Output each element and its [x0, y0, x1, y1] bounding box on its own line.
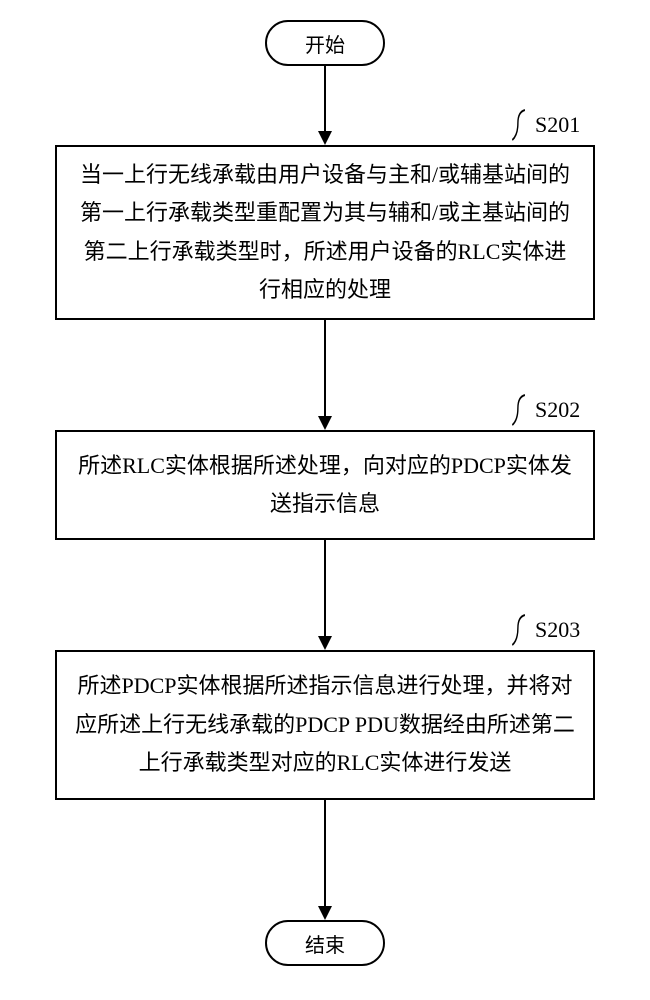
connector-icon: [510, 392, 531, 435]
start-node: 开始: [265, 20, 385, 66]
flowchart-container: 开始 S201 当一上行无线承载由用户设备与主和/或辅基站间的第一上行承载类型重…: [0, 0, 650, 1000]
process-s202-text: 所述RLC实体根据所述处理，向对应的PDCP实体发送指示信息: [75, 447, 575, 524]
start-label: 开始: [305, 29, 345, 58]
edge-line: [324, 800, 326, 906]
edge-line: [324, 540, 326, 636]
connector-icon: [510, 107, 531, 150]
edge-line: [324, 320, 326, 416]
process-s202: 所述RLC实体根据所述处理，向对应的PDCP实体发送指示信息: [55, 430, 595, 540]
connector-icon: [510, 612, 531, 655]
edge-line: [324, 66, 326, 131]
end-label: 结束: [305, 929, 345, 958]
process-s201: 当一上行无线承载由用户设备与主和/或辅基站间的第一上行承载类型重配置为其与辅和/…: [55, 145, 595, 320]
process-s201-text: 当一上行无线承载由用户设备与主和/或辅基站间的第一上行承载类型重配置为其与辅和/…: [75, 156, 575, 310]
arrow-head-icon: [318, 906, 332, 920]
step-label-s203: S203: [535, 617, 580, 643]
arrow-head-icon: [318, 636, 332, 650]
process-s203: 所述PDCP实体根据所述指示信息进行处理，并将对应所述上行无线承载的PDCP P…: [55, 650, 595, 800]
process-s203-text: 所述PDCP实体根据所述指示信息进行处理，并将对应所述上行无线承载的PDCP P…: [75, 667, 575, 783]
step-label-s202: S202: [535, 397, 580, 423]
step-label-s201: S201: [535, 112, 580, 138]
arrow-head-icon: [318, 416, 332, 430]
end-node: 结束: [265, 920, 385, 966]
arrow-head-icon: [318, 131, 332, 145]
